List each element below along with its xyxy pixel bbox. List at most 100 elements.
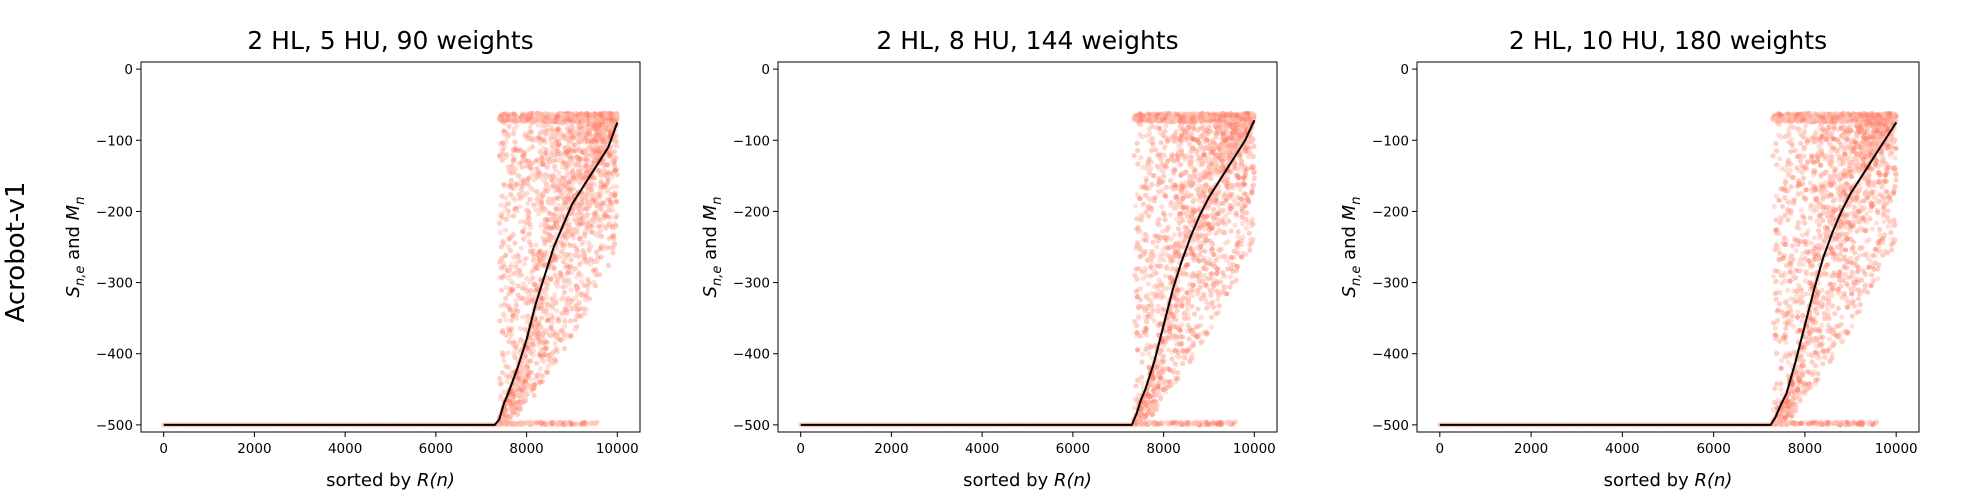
scatter-point [537,380,543,386]
scatter-point [605,178,611,184]
scatter-point [611,235,617,241]
scatter-point [516,386,523,392]
scatter-point [1132,397,1138,403]
scatter-point [1213,265,1219,271]
scatter-point [1173,303,1179,309]
scatter-point [609,174,615,180]
scatter-point [505,398,512,404]
scatter-point [510,281,516,287]
scatter-point [1174,152,1180,159]
scatter-point [532,281,538,287]
scatter-point [1141,184,1147,191]
scatter-point [609,233,615,239]
scatter-point [562,112,568,118]
scatter-point [1184,307,1191,313]
scatter-point [1209,212,1215,218]
scatter-point [515,272,522,279]
scatter-point [542,339,548,345]
scatter-point [530,352,536,358]
scatter-point [596,168,602,174]
scatter-point [1207,143,1213,149]
scatter-point [595,204,602,211]
scatter-point [1153,234,1159,240]
scatter-point [550,224,557,231]
scatter-point [535,252,541,258]
scatter-point [1146,111,1152,117]
scatter-point [1180,271,1186,277]
scatter-point [539,160,545,166]
scatter-point [1159,161,1165,167]
scatter-point [542,241,548,247]
scatter-point [614,212,620,218]
scatter-point [558,154,564,160]
scatter-point [577,136,583,143]
scatter-point [592,122,598,128]
scatter-point [544,420,550,427]
scatter-point [610,245,616,251]
scatter-point [603,137,610,144]
scatter-point [1187,357,1193,364]
scatter-point [1153,364,1159,370]
scatter-point [505,200,512,207]
scatter-point [551,360,557,366]
scatter-point [533,242,539,248]
scatter-point [1249,138,1255,144]
scatter-point [1189,288,1195,294]
scatter-point [1181,348,1187,355]
scatter-point [602,246,608,252]
scatter-point [562,319,568,325]
scatter-point [1242,164,1248,170]
scatter-point [596,123,602,129]
scatter-point [1164,164,1170,170]
scatter-point [527,196,533,203]
scatter-point [1153,146,1159,153]
scatter-point [1157,321,1163,327]
scatter-point [1138,333,1144,339]
scatter-point [537,130,544,136]
scatter-point [1240,234,1246,240]
scatter-point [1169,420,1175,426]
scatter-point [529,137,536,143]
scatter-point [614,198,620,204]
scatter-point [528,387,535,393]
scatter-point [1132,272,1138,278]
scatter-point [580,118,586,125]
scatter-point [601,116,607,122]
scatter-point [1161,379,1167,385]
scatter-point [595,133,602,139]
scatter-point [519,285,526,291]
scatter-point [567,302,573,308]
scatter-point [1199,278,1205,284]
scatter-point [1184,315,1191,321]
scatter-point [1249,190,1255,196]
scatter-point [1214,211,1220,217]
scatter-point [1248,222,1255,229]
scatter-point [1188,163,1194,170]
scatter-point [1184,225,1190,231]
scatter-point [586,257,593,263]
scatter-point [527,335,533,341]
scatter-point [1150,388,1157,394]
scatter-point [1242,145,1249,151]
scatter-point [1240,182,1246,188]
scatter-point [1180,153,1186,159]
scatter-point [1162,217,1168,223]
scatter-point [1208,271,1214,277]
scatter-point [598,138,604,144]
scatter-point [1179,132,1185,138]
scatter-point [1185,322,1191,328]
scatter-point [611,239,617,245]
scatter-point [554,126,560,133]
scatter-point [606,151,612,158]
scatter-point [551,265,558,271]
scatter-point [565,153,571,160]
scatter-point [515,375,521,382]
scatter-point [1133,289,1139,295]
scatter-point [1243,129,1249,135]
scatter-point [553,253,559,259]
scatter-point [521,373,527,379]
scatter-point [560,164,566,170]
scatter-point [1214,211,1220,217]
scatter-point [532,331,538,337]
